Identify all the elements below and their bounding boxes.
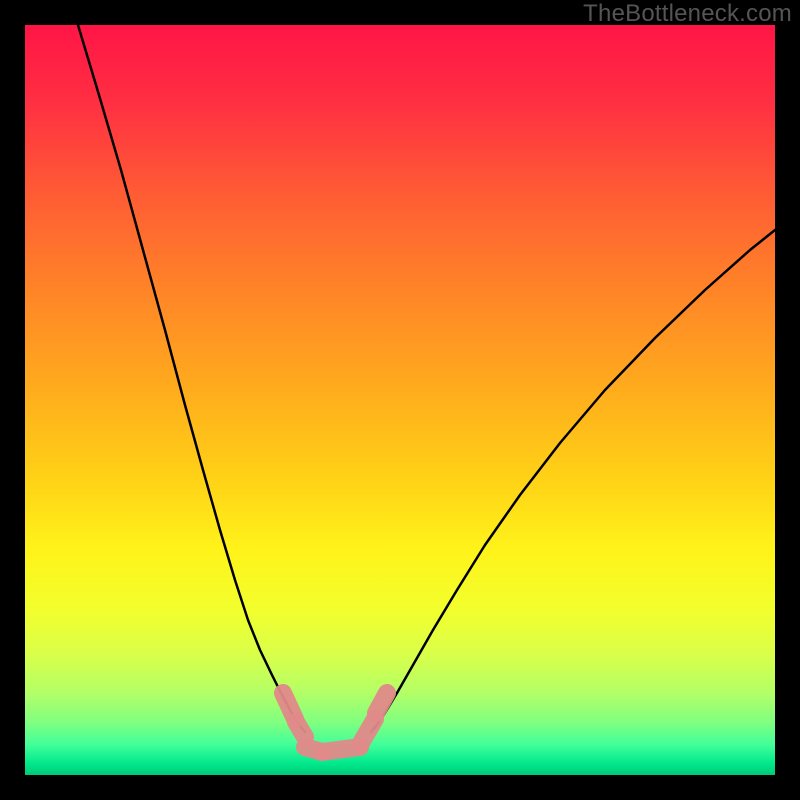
bottom-mark-segment [361, 719, 375, 743]
curves-layer [25, 25, 775, 775]
bottom-mark-segment [376, 693, 387, 713]
plot-area [25, 25, 775, 775]
left-curve [78, 25, 305, 732]
watermark-text: TheBottleneck.com [583, 0, 792, 28]
bottom-mark-segment [296, 722, 305, 737]
chart-frame: TheBottleneck.com [0, 0, 800, 800]
right-curve [371, 230, 775, 732]
